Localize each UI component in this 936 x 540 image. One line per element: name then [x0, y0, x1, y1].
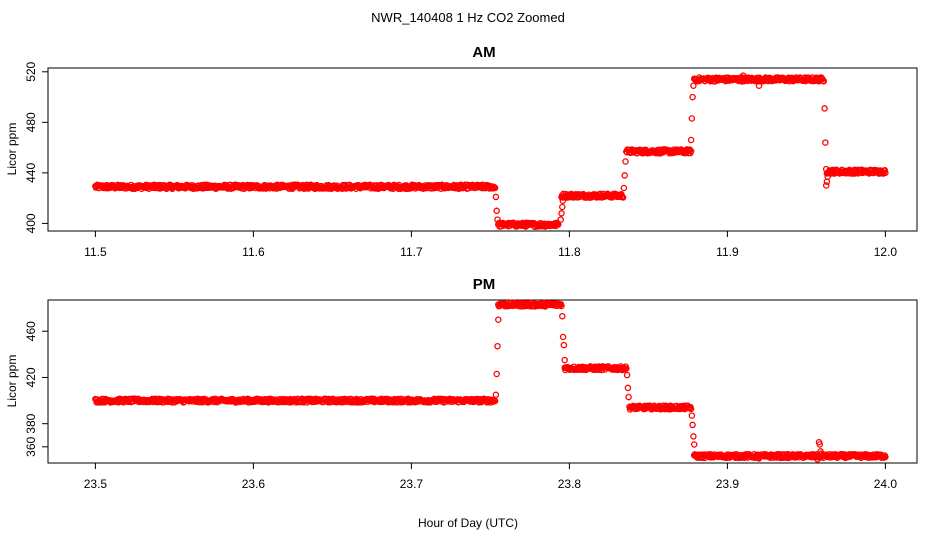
pm-data-point: [558, 302, 565, 310]
pm-data-point: [814, 456, 821, 463]
am-data-point: [824, 173, 831, 180]
pm-data-point: [495, 316, 502, 323]
am-data-point: [622, 158, 629, 165]
pm-x-tick-label: 24.0: [874, 477, 898, 491]
pm-data-point: [818, 450, 825, 458]
pm-data-point: [688, 412, 696, 419]
pm-data-point: [494, 342, 501, 350]
am-data-point: [559, 203, 566, 211]
pm-data-point: [687, 405, 695, 413]
am-data-point: [558, 210, 565, 217]
am-data-point: [688, 115, 696, 122]
am-x-tick-label: 11.9: [716, 245, 739, 259]
figure-title: NWR_140408 1 Hz CO2 Zoomed: [371, 10, 565, 25]
pm-data-point: [493, 370, 500, 378]
am-data-point: [619, 194, 627, 201]
am-data-point: [557, 216, 564, 223]
am-data-point: [686, 146, 694, 153]
am-data-point: [492, 193, 500, 201]
am-y-tick-label: 440: [24, 163, 38, 183]
am-x-axis: 11.5 11.6 11.7 11.8 11.9 12.0: [84, 231, 897, 259]
pm-data-point: [492, 391, 500, 399]
am-data-series: [92, 72, 889, 230]
am-data-point: [689, 93, 696, 101]
pm-data-point: [690, 441, 698, 448]
am-data-point: [494, 216, 501, 223]
am-y-tick-label: 480: [24, 112, 38, 132]
am-plot-frame: [47, 67, 918, 232]
am-x-tick-label: 12.0: [874, 245, 898, 259]
x-axis-label: Hour of Day (UTC): [418, 516, 518, 530]
pm-data-point: [623, 365, 630, 372]
pm-data-point: [561, 356, 568, 364]
am-data-point: [882, 169, 889, 177]
am-y-axis: 400 440 480 520: [24, 61, 48, 233]
am-data-point: [687, 147, 695, 155]
pm-data-point: [559, 312, 566, 320]
am-data-point: [690, 82, 697, 89]
am-data-point: [491, 184, 499, 192]
pm-y-tick-label: 360: [24, 436, 38, 456]
am-data-point: [621, 172, 628, 179]
pm-y-tick-label: 460: [24, 321, 38, 341]
am-data-point: [822, 182, 830, 189]
pm-data-point: [559, 333, 567, 341]
am-ylabel: Licor ppm: [5, 123, 19, 176]
pm-data-series: [92, 299, 889, 463]
pm-data-point: [755, 455, 763, 462]
am-data-point: [555, 221, 562, 228]
am-data-point: [739, 72, 747, 79]
pm-y-axis: 380 420 460 360: [24, 321, 48, 457]
pm-data-point: [882, 453, 889, 461]
pm-x-tick-label: 23.6: [242, 477, 266, 491]
pm-data-point: [689, 421, 696, 429]
pm-x-tick-label: 23.9: [716, 477, 740, 491]
am-x-tick-label: 11.5: [84, 245, 107, 259]
am-data-point: [822, 139, 829, 146]
pm-data-point: [624, 384, 632, 392]
am-title: AM: [472, 44, 495, 61]
am-data-point: [620, 184, 628, 192]
am-y-tick-label: 400: [24, 213, 38, 233]
pm-data-point: [560, 341, 568, 349]
pm-x-axis: 23.5 23.6 23.7 23.8 23.9 24.0: [84, 463, 898, 491]
am-data-point: [820, 77, 828, 85]
pm-x-tick-label: 23.7: [400, 477, 424, 491]
pm-y-tick-label: 420: [24, 367, 38, 387]
pm-data-point: [625, 393, 632, 401]
am-data-point: [755, 82, 763, 89]
pm-panel: PM Licor ppm 23.5 23.6 23.7 23.8 23.9 24.0 38…: [5, 276, 918, 491]
pm-data-point: [623, 371, 631, 379]
pm-y-tick-label: 380: [24, 413, 38, 433]
pm-data-point: [690, 433, 697, 440]
am-data-point: [493, 207, 500, 215]
am-x-tick-label: 11.7: [400, 245, 423, 259]
am-x-tick-label: 11.8: [558, 245, 581, 259]
am-y-tick-label: 520: [24, 61, 38, 81]
am-data-point: [687, 136, 695, 144]
am-data-point: [559, 197, 567, 204]
pm-ylabel: Licor ppm: [5, 355, 19, 408]
pm-x-tick-label: 23.8: [558, 477, 582, 491]
am-x-tick-label: 11.6: [242, 245, 265, 259]
pm-plot-frame: [47, 299, 918, 464]
pm-data-point: [491, 397, 499, 405]
am-data-point: [822, 165, 830, 173]
pm-x-tick-label: 23.5: [84, 477, 108, 491]
pm-title: PM: [473, 276, 496, 293]
am-panel: AM Licor ppm 11.5 11.6 11.7 11.8 11.9 12.0 40…: [5, 44, 918, 259]
pm-data-point: [816, 441, 824, 448]
am-data-point: [821, 105, 828, 112]
